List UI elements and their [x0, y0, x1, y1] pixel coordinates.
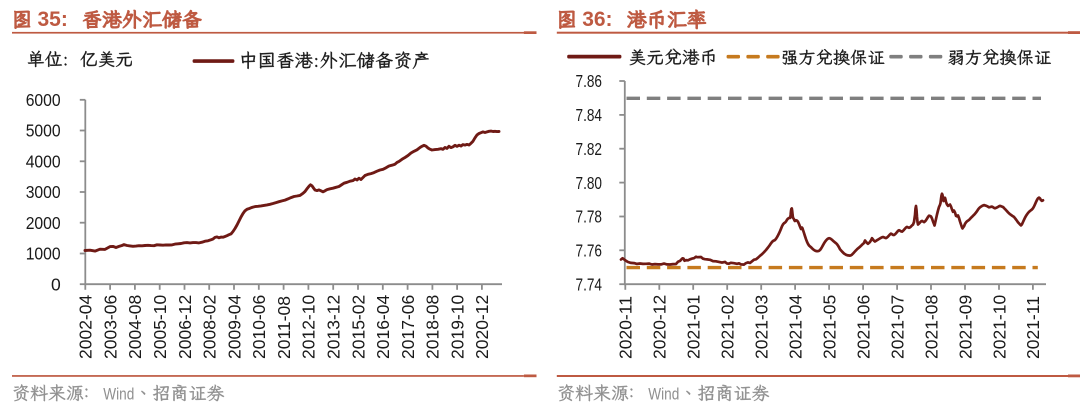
svg-text:2005-10: 2005-10 — [150, 295, 170, 359]
svg-text:2015-02: 2015-02 — [348, 295, 368, 359]
svg-text:2021-03: 2021-03 — [751, 295, 771, 359]
svg-text:2009-04: 2009-04 — [224, 295, 244, 359]
svg-text:2002-04: 2002-04 — [76, 295, 96, 359]
svg-text:2021-06: 2021-06 — [853, 295, 873, 359]
svg-text:7.74: 7.74 — [576, 274, 603, 294]
svg-text:0: 0 — [51, 274, 61, 294]
svg-text:2021-01: 2021-01 — [684, 295, 704, 359]
svg-text:2021-09: 2021-09 — [955, 295, 975, 359]
svg-text:2021-08: 2021-08 — [921, 295, 941, 359]
svg-text:4000: 4000 — [26, 151, 61, 171]
svg-text:7.86: 7.86 — [576, 71, 603, 91]
svg-text:2021-10: 2021-10 — [989, 295, 1009, 359]
svg-text:2018-08: 2018-08 — [423, 295, 443, 359]
svg-text:7.76: 7.76 — [576, 241, 603, 261]
svg-text:2020-11: 2020-11 — [616, 296, 636, 359]
svg-text:2017-06: 2017-06 — [398, 295, 418, 359]
svg-text:2021-11: 2021-11 — [1023, 296, 1043, 359]
svg-text:6000: 6000 — [26, 90, 61, 110]
svg-text:2003-06: 2003-06 — [100, 295, 120, 359]
svg-text:2021-02: 2021-02 — [718, 295, 738, 359]
svg-text:2020-12: 2020-12 — [472, 295, 492, 359]
svg-text:2021-07: 2021-07 — [887, 295, 907, 359]
svg-text:2016-04: 2016-04 — [373, 295, 393, 359]
svg-text:2012-10: 2012-10 — [299, 295, 319, 359]
svg-text:2004-08: 2004-08 — [125, 295, 145, 359]
svg-text:2021-04: 2021-04 — [785, 295, 805, 359]
svg-text:35:: 35: — [38, 8, 68, 31]
svg-text:5000: 5000 — [26, 121, 61, 141]
svg-text:7.78: 7.78 — [576, 207, 603, 227]
svg-text:2019-10: 2019-10 — [447, 295, 467, 359]
svg-text:3000: 3000 — [26, 182, 61, 202]
svg-text:Wind: Wind — [103, 384, 134, 403]
svg-text:2011-08: 2011-08 — [274, 296, 294, 359]
svg-text:7.84: 7.84 — [576, 105, 603, 125]
svg-text:2021-05: 2021-05 — [819, 295, 839, 359]
svg-text:2013-12: 2013-12 — [324, 295, 344, 359]
svg-text:2008-02: 2008-02 — [200, 295, 220, 359]
svg-text:1000: 1000 — [26, 244, 61, 264]
svg-text:2000: 2000 — [26, 213, 61, 233]
svg-text:2010-06: 2010-06 — [249, 295, 269, 359]
svg-text:2020-12: 2020-12 — [650, 295, 670, 359]
svg-text:2006-12: 2006-12 — [175, 295, 195, 359]
svg-text:36:: 36: — [582, 8, 612, 31]
svg-text:7.82: 7.82 — [576, 139, 603, 159]
svg-text:7.80: 7.80 — [576, 173, 603, 193]
svg-text:Wind: Wind — [648, 384, 679, 403]
